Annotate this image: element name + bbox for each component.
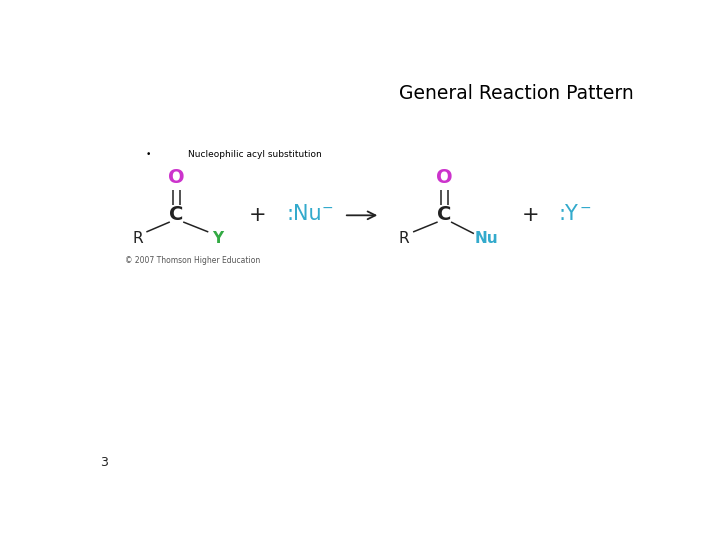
Text: R: R xyxy=(132,231,143,246)
Text: +: + xyxy=(248,205,266,225)
Text: © 2007 Thomson Higher Education: © 2007 Thomson Higher Education xyxy=(125,256,260,265)
Text: Nucleophilic acyl substitution: Nucleophilic acyl substitution xyxy=(188,150,321,159)
Text: +: + xyxy=(522,205,539,225)
Text: :Nu: :Nu xyxy=(287,205,322,225)
Text: •: • xyxy=(146,150,151,159)
Text: C: C xyxy=(437,205,451,224)
Text: 3: 3 xyxy=(100,456,108,469)
Text: −: − xyxy=(580,201,592,215)
Text: Nu: Nu xyxy=(474,231,498,246)
Text: :Y: :Y xyxy=(559,205,579,225)
Text: R: R xyxy=(399,231,410,246)
Text: Y: Y xyxy=(212,231,222,246)
Text: −: − xyxy=(322,201,333,215)
Text: General Reaction Pattern: General Reaction Pattern xyxy=(400,84,634,103)
Text: O: O xyxy=(168,167,185,186)
Text: C: C xyxy=(169,205,184,224)
Text: O: O xyxy=(436,167,453,186)
